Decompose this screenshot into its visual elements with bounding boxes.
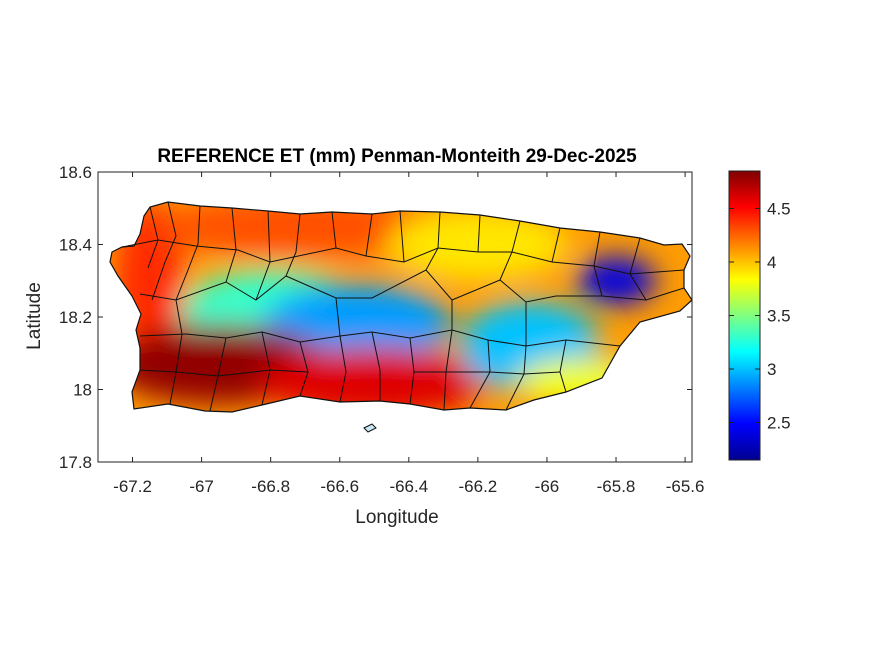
x-tick-label: -67.2 <box>113 477 152 496</box>
heat-region-east-mountains <box>576 256 657 305</box>
y-axis: 17.8 18 18.2 18.4 18.6 <box>59 163 692 472</box>
municipality-line <box>371 331 381 401</box>
municipality-line <box>169 299 183 405</box>
municipality-line <box>121 239 685 275</box>
municipality-line <box>399 210 405 263</box>
x-tick-label: -66.6 <box>320 477 359 496</box>
colorbar-tick-label: 4 <box>767 253 776 272</box>
x-tick-label: -66.4 <box>389 477 428 496</box>
colorbar-tick-label: 4.5 <box>767 199 791 218</box>
et-heat-field <box>110 202 692 412</box>
chart-title: REFERENCE ET (mm) Penman-Monteith 29-Dec… <box>157 146 637 167</box>
y-axis-label: Latitude <box>24 282 45 350</box>
colorbar-tick-label: 2.5 <box>767 414 791 433</box>
municipality-line <box>551 227 561 263</box>
y-tick-label: 17.8 <box>59 453 92 472</box>
x-tick-label: -65.8 <box>597 477 636 496</box>
x-tick-label: -66.2 <box>459 477 498 496</box>
municipality-line <box>151 201 177 301</box>
x-axis: -67.2 -67 -66.8 -66.6 -66.4 -66.2 -66 -65.8 -65.… <box>113 172 704 496</box>
municipality-line <box>331 211 337 249</box>
municipality-boundaries <box>121 201 685 412</box>
y-tick-label: 18.6 <box>59 163 92 182</box>
municipality-line <box>139 269 685 303</box>
municipality-line <box>335 297 341 337</box>
y-tick-label: 18.4 <box>59 236 92 255</box>
municipality-line <box>365 213 373 257</box>
colorbar-tick-label: 3.5 <box>767 307 791 326</box>
municipality-line <box>414 371 561 375</box>
municipality-line <box>139 369 309 377</box>
municipality-line <box>175 205 201 301</box>
x-tick-label: -66 <box>535 477 560 496</box>
y-tick-label: 18.2 <box>59 308 92 327</box>
municipality-line <box>285 213 301 277</box>
municipality-line <box>477 214 481 253</box>
x-tick-label: -67 <box>189 477 214 496</box>
caja-de-muertos-islet <box>363 423 377 433</box>
heat-region-south-coast <box>259 347 490 412</box>
municipality-line <box>339 335 347 403</box>
island-outline <box>109 201 693 413</box>
x-tick-label: -66.8 <box>251 477 290 496</box>
y-tick-label: 18 <box>73 381 92 400</box>
colorbar-ticks: 2.5 3 3.5 4 4.5 <box>729 199 791 433</box>
x-tick-label: -65.6 <box>666 477 705 496</box>
colorbar-tick-label: 3 <box>767 360 776 379</box>
x-axis-label: Longitude <box>355 507 438 528</box>
heat-region-northeast <box>387 209 568 280</box>
